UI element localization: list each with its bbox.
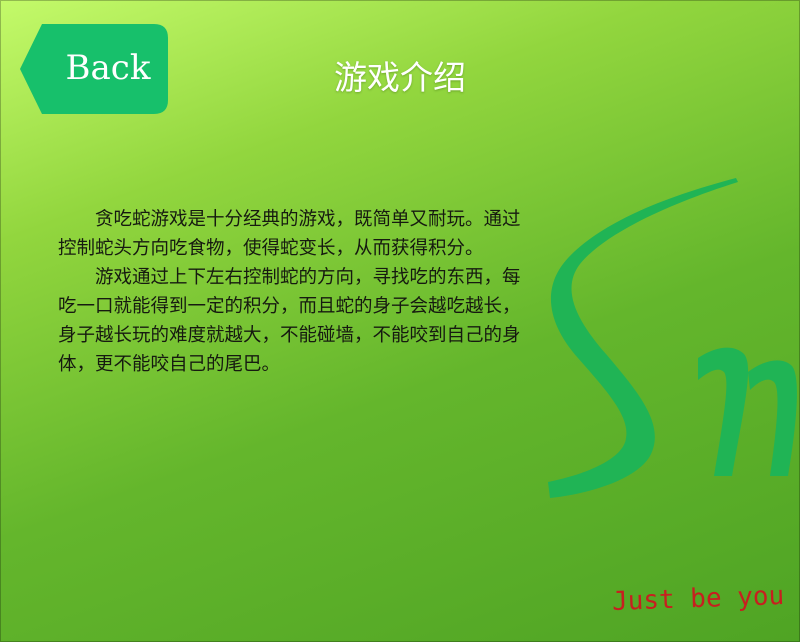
back-button[interactable]: Back xyxy=(20,24,168,114)
back-button-label: Back xyxy=(65,48,151,88)
snake-logo-icon xyxy=(548,178,797,498)
intro-paragraph: 贪吃蛇游戏是十分经典的游戏，既简单又耐玩。通过控制蛇头方向吃食物，使得蛇变长，从… xyxy=(58,209,521,259)
page-title: 游戏介绍 xyxy=(334,58,466,97)
intro-text: 贪吃蛇游戏是十分经典的游戏，既简单又耐玩。通过控制蛇头方向吃食物，使得蛇变长，从… xyxy=(58,205,534,379)
tagline: Just be you xyxy=(611,581,785,617)
intro-paragraph: 游戏通过上下左右控制蛇的方向，寻找吃的东西，每吃一口就能得到一定的积分，而且蛇的… xyxy=(58,267,521,375)
back-button-shape xyxy=(20,24,168,114)
